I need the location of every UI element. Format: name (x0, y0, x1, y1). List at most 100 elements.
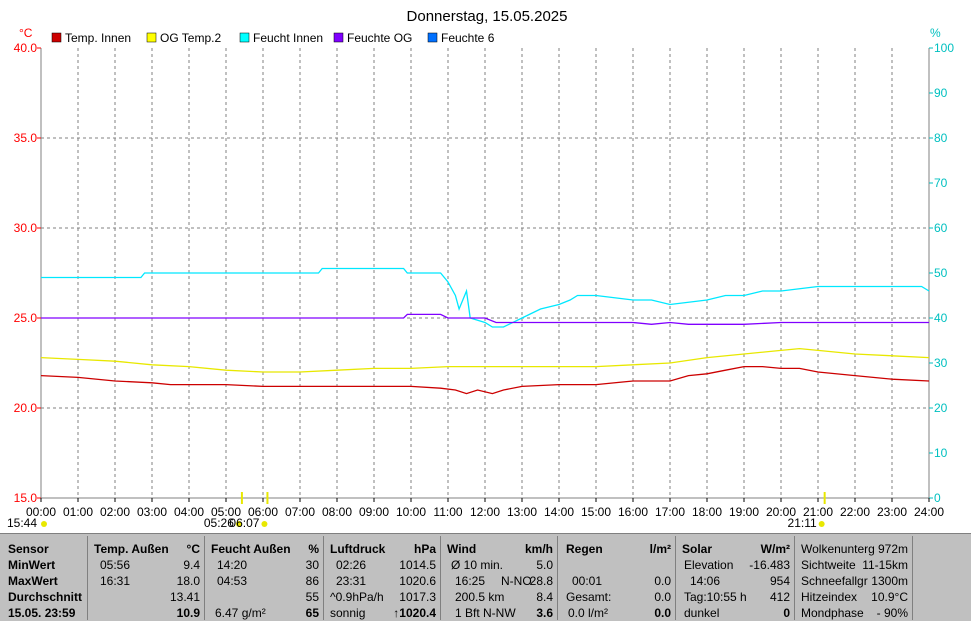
legend-swatch (239, 32, 250, 43)
current-datetime: 15.05. 23:59 (8, 606, 76, 620)
x-tick-label: 08:00 (322, 505, 352, 519)
right-tick-label: 0 (934, 491, 941, 505)
solar-r1-val: -16.483 (749, 558, 790, 572)
feucht-min-time: 14:20 (217, 558, 248, 572)
solar-header: Solar (682, 542, 713, 556)
sun-marker-icon (41, 521, 47, 527)
temp-header: Temp. Außen (94, 542, 169, 556)
x-tick-label: 22:00 (840, 505, 870, 519)
sensor-column: Sensor MinWert MaxWert Durchschnitt 15.0… (4, 536, 88, 620)
temp-unit: °C (186, 542, 200, 556)
wind-current: 3.6 (536, 606, 553, 620)
extra-r3-val: 1300m (871, 574, 908, 588)
regen-r2-val: 0.0 (654, 590, 671, 604)
luft-max-val: 1020.6 (399, 574, 436, 588)
right-tick-label: 10 (934, 446, 948, 460)
x-tick-label: 04:00 (174, 505, 204, 519)
regen-header: Regen (566, 542, 603, 556)
extra-r4-label: Hitzeindex (801, 590, 858, 604)
wind-dist-val: 8.4 (536, 590, 553, 604)
right-tick-label: 100 (934, 41, 954, 55)
regen-r2-label: Gesamt: (566, 590, 612, 604)
x-tick-label: 15:00 (581, 505, 611, 519)
summary-panel: Sensor MinWert MaxWert Durchschnitt 15.0… (0, 533, 971, 621)
marker-label: 06:07 (229, 516, 259, 530)
minwert-label: MinWert (8, 558, 56, 572)
legend-label: Temp. Innen (65, 31, 131, 45)
regen-r1-time: 00:01 (572, 574, 603, 588)
x-tick-label: 20:00 (766, 505, 796, 519)
wind-header: Wind (447, 542, 477, 556)
extra-r5-val: - 90% (876, 606, 908, 620)
feucht-min-val: 30 (305, 558, 319, 572)
x-tick-label: 00:00 (26, 505, 56, 519)
luft-header: Luftdruck (330, 542, 386, 556)
series-line (41, 267, 930, 328)
sun-marker-icon (235, 521, 242, 527)
left-tick-label: 25.0 (14, 311, 38, 325)
extra-column: Wolkenunterg 972m Sichtweite 11-15km Schne… (797, 536, 913, 620)
solar-r3-val: 412 (769, 590, 790, 604)
extra-r2-label: Sichtweite (801, 558, 856, 572)
series-line (41, 313, 929, 325)
x-tick-label: 24:00 (914, 505, 944, 519)
feucht-avg: 55 (305, 590, 319, 604)
luft-min-val: 1014.5 (399, 558, 436, 572)
legend-label: OG Temp.2 (160, 31, 221, 45)
regen-r1-val: 0.0 (654, 574, 671, 588)
x-tick-label: 09:00 (359, 505, 389, 519)
x-tick-label: 02:00 (100, 505, 130, 519)
feucht-max-val: 86 (305, 574, 319, 588)
luft-max-time: 23:31 (336, 574, 367, 588)
legend-swatch (333, 32, 344, 43)
x-tick-label: 13:00 (507, 505, 537, 519)
x-tick-label: 14:00 (544, 505, 574, 519)
wind-max-dir: N-NO (501, 574, 532, 588)
x-tick-label: 12:00 (470, 505, 500, 519)
left-tick-label: 15.0 (14, 491, 38, 505)
solar-r3-label: Tag:10:55 h (684, 590, 747, 604)
temp-min-time: 05:56 (100, 558, 131, 572)
x-tick-label: 07:00 (285, 505, 315, 519)
temp-min-val: 9.4 (183, 558, 200, 572)
wind-max-val: 28.8 (529, 574, 553, 588)
regen-column: Regen l/m² 00:01 0.0 Gesamt: 0.0 0.0 l/m² 0.… (560, 536, 676, 620)
solar-r4-val: 0 (783, 606, 790, 620)
x-tick-label: 11:00 (433, 505, 462, 519)
marker-label: 05:26 (204, 516, 234, 530)
wind-avg-val: 5.0 (536, 558, 553, 572)
right-tick-label: 30 (934, 356, 948, 370)
left-tick-label: 35.0 (14, 131, 38, 145)
right-axis-unit: % (930, 26, 941, 40)
temp-max-time: 16:31 (100, 574, 131, 588)
right-tick-label: 80 (934, 131, 948, 145)
luft-unit: hPa (413, 542, 436, 556)
luft-min-time: 02:26 (336, 558, 367, 572)
left-tick-label: 30.0 (14, 221, 38, 235)
wind-column: Wind km/h Ø 10 min. 5.0 16:25 N-NO 28.8 200.… (443, 536, 558, 620)
x-tick-label: 16:00 (618, 505, 648, 519)
weather-state: sonnig (330, 606, 366, 620)
extra-r3-label: Schneefallgr (801, 574, 868, 588)
weather-chart: Donnerstag, 15.05.2025 15.0 20.0 25.0 30.0 35… (7, 8, 954, 530)
x-tick-label: 19:00 (729, 505, 759, 519)
solar-unit: W/m² (760, 542, 790, 556)
wind-current-label: 1 Bft N-NW (455, 606, 516, 620)
series-line (40, 365, 930, 395)
extra-r4-val: 10.9°C (871, 590, 908, 604)
x-tick-label: 17:00 (655, 505, 685, 519)
temp-avg: 13.41 (169, 590, 200, 604)
x-tick-label: 01:00 (63, 505, 93, 519)
extra-r1-val: 972m (877, 542, 908, 556)
regen-unit: l/m² (649, 542, 671, 556)
x-tick-label: 06:00 (248, 505, 278, 519)
luft-trend-label: ^0.9hPa/h (330, 590, 384, 604)
extra-r1-label: Wolkenunterg (801, 542, 875, 556)
feucht-unit: % (308, 542, 319, 556)
wind-avg-label: Ø 10 min. (451, 558, 504, 572)
feucht-header: Feucht Außen (211, 542, 291, 556)
temp-max-val: 18.0 (176, 574, 200, 588)
wind-unit: km/h (524, 542, 553, 556)
left-axis-unit: °C (19, 26, 33, 40)
regen-current: 0.0 (654, 606, 671, 620)
